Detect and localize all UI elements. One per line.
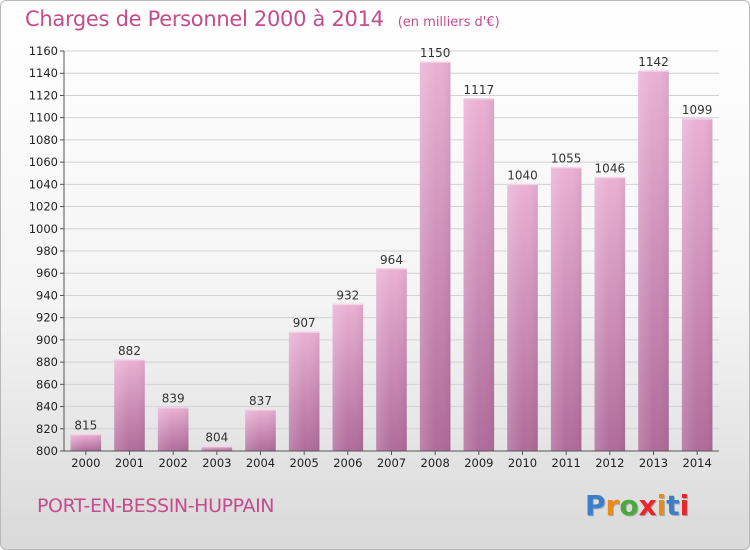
bar-value-label: 1099 (682, 103, 713, 117)
bar-value-label: 804 (205, 431, 228, 445)
y-tick-label: 980 (36, 244, 58, 258)
y-tick-label: 880 (36, 355, 58, 369)
logo-letter: o (619, 489, 639, 522)
bar-shine (550, 167, 582, 451)
bar-shine (114, 359, 145, 451)
y-tick-label: 1160 (29, 44, 58, 58)
bar-chart: 815 882 839 804 837 907 932 964 1150 1117 1040 1055… (29, 44, 719, 470)
bar-shine (419, 62, 451, 451)
y-tick-label: 1100 (29, 111, 58, 125)
bar-shine (463, 98, 495, 452)
bar-value-label: 837 (249, 394, 272, 408)
logo-letter: x (638, 489, 657, 522)
logo-letter: t (666, 489, 680, 522)
y-tick-label: 900 (36, 333, 58, 347)
y-tick-label: 820 (36, 422, 58, 436)
bar-shine (245, 409, 276, 451)
x-tick-label: 2011 (552, 456, 581, 470)
bar-shine (376, 268, 407, 451)
title-text: Charges de Personnel 2000 à 2014 (25, 7, 384, 31)
bar-shine (507, 184, 538, 452)
x-tick-label: 2009 (464, 456, 493, 470)
logo-letter: P (585, 489, 606, 522)
commune-name: PORT-EN-BESSIN-HUPPAIN (37, 495, 275, 517)
x-tick-label: 2002 (159, 456, 188, 470)
y-tick-label: 840 (36, 400, 58, 414)
bar-shine (157, 407, 189, 451)
bar-value-label: 1046 (595, 162, 626, 176)
y-tick-label: 860 (36, 377, 58, 391)
bar-value-label: 1117 (464, 83, 495, 97)
x-tick-label: 2004 (246, 456, 275, 470)
unit-label: (en milliers d'€) (397, 15, 500, 30)
x-tick-label: 2014 (683, 456, 712, 470)
x-tick-label: 2003 (202, 456, 231, 470)
x-tick-label: 2006 (333, 456, 362, 470)
x-tick-label: 2005 (290, 456, 319, 470)
proxiti-logo: Proxiti (585, 489, 689, 522)
bar-value-label: 964 (380, 253, 403, 267)
bar-shine (638, 71, 669, 451)
x-tick-label: 2008 (421, 456, 450, 470)
x-tick-label: 2000 (71, 456, 100, 470)
bar-value-label: 882 (118, 344, 141, 358)
y-tick-label: 1000 (29, 222, 58, 236)
logo-letter: r (605, 489, 620, 522)
bar-shine (288, 332, 320, 451)
axes: 800 820 840 860 880 900 920 940 960 980 1000 1020 10… (29, 44, 719, 470)
y-tick-label: 1040 (29, 177, 58, 191)
bars: 815 882 839 804 837 907 932 964 1150 1117 1040 1055… (70, 46, 713, 452)
chart-title: Charges de Personnel 2000 à 2014 (en mill… (25, 7, 500, 31)
bar-shine (70, 434, 102, 451)
bar-value-label: 907 (293, 316, 316, 330)
logo-letter: i (656, 489, 667, 522)
bar-value-label: 1150 (420, 46, 451, 60)
x-tick-label: 2001 (115, 456, 144, 470)
y-tick-label: 940 (36, 288, 58, 302)
y-tick-label: 960 (36, 266, 58, 280)
bar-value-label: 839 (162, 392, 185, 406)
bar-shine (332, 304, 364, 451)
y-tick-label: 920 (36, 311, 58, 325)
bar-value-label: 1055 (551, 152, 582, 166)
logo-letter: i (679, 489, 690, 522)
y-tick-label: 1140 (29, 66, 58, 80)
bar-shine (201, 446, 233, 451)
bar-value-label: 815 (74, 418, 97, 432)
bar-value-label: 1040 (507, 168, 538, 182)
bar-value-label: 932 (336, 288, 359, 302)
y-tick-label: 1120 (29, 88, 58, 102)
x-tick-label: 2007 (377, 456, 406, 470)
bar-shine (594, 177, 626, 451)
x-tick-label: 2010 (508, 456, 537, 470)
y-tick-label: 1080 (29, 133, 58, 147)
y-tick-label: 800 (36, 444, 58, 458)
y-tick-label: 1020 (29, 200, 58, 214)
x-tick-label: 2012 (595, 456, 624, 470)
bar-shine (681, 118, 713, 452)
bar-value-label: 1142 (638, 55, 669, 69)
x-tick-label: 2013 (639, 456, 668, 470)
y-tick-label: 1060 (29, 155, 58, 169)
